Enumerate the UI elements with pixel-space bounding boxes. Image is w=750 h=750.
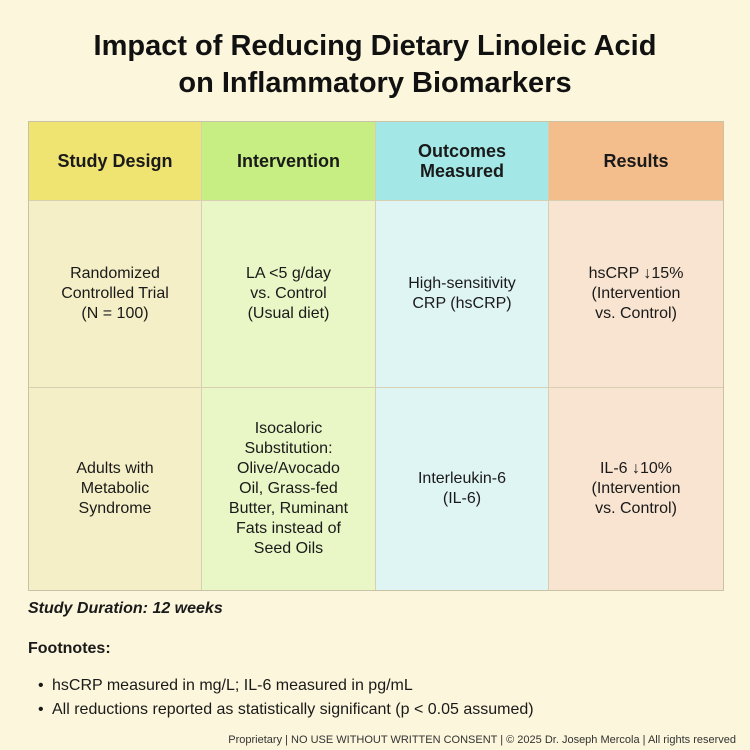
header-intervention: Intervention xyxy=(202,122,376,201)
table-cell: Randomized Controlled Trial (N = 100) xyxy=(29,201,202,388)
table-cell: High-sensitivity CRP (hsCRP) xyxy=(376,201,549,388)
footnotes-title: Footnotes: xyxy=(28,640,111,657)
list-item: • All reductions reported as statistical… xyxy=(38,698,534,722)
title-line-1: Impact of Reducing Dietary Linoleic Acid xyxy=(93,30,657,62)
header-results: Results xyxy=(549,122,723,201)
bullet-icon: • xyxy=(38,701,44,718)
table-cell: LA <5 g/day vs. Control (Usual diet) xyxy=(202,201,376,388)
study-table: Study Design Intervention Outcomes Measu… xyxy=(28,121,724,591)
table-cell: Interleukin-6 (IL-6) xyxy=(376,388,549,590)
footnote-text: hsCRP measured in mg/L; IL-6 measured in… xyxy=(52,677,413,694)
study-duration: Study Duration: 12 weeks xyxy=(28,600,223,617)
table-cell: Isocaloric Substitution: Olive/Avocado O… xyxy=(202,388,376,590)
header-outcomes-measured: Outcomes Measured xyxy=(376,122,549,201)
title-line-2: on Inflammatory Biomarkers xyxy=(178,67,572,99)
copyright-footer: Proprietary | NO USE WITHOUT WRITTEN CON… xyxy=(228,734,736,746)
table-cell: hsCRP ↓15% (Intervention vs. Control) xyxy=(549,201,723,388)
table-cell: IL-6 ↓10% (Intervention vs. Control) xyxy=(549,388,723,590)
table-cell: Adults with Metabolic Syndrome xyxy=(29,388,202,590)
page-title: Impact of Reducing Dietary Linoleic Acid… xyxy=(0,28,750,102)
list-item: • hsCRP measured in mg/L; IL-6 measured … xyxy=(38,674,534,698)
footnotes-list: • hsCRP measured in mg/L; IL-6 measured … xyxy=(38,674,534,722)
footnote-text: All reductions reported as statistically… xyxy=(52,701,534,718)
header-study-design: Study Design xyxy=(29,122,202,201)
bullet-icon: • xyxy=(38,677,44,694)
